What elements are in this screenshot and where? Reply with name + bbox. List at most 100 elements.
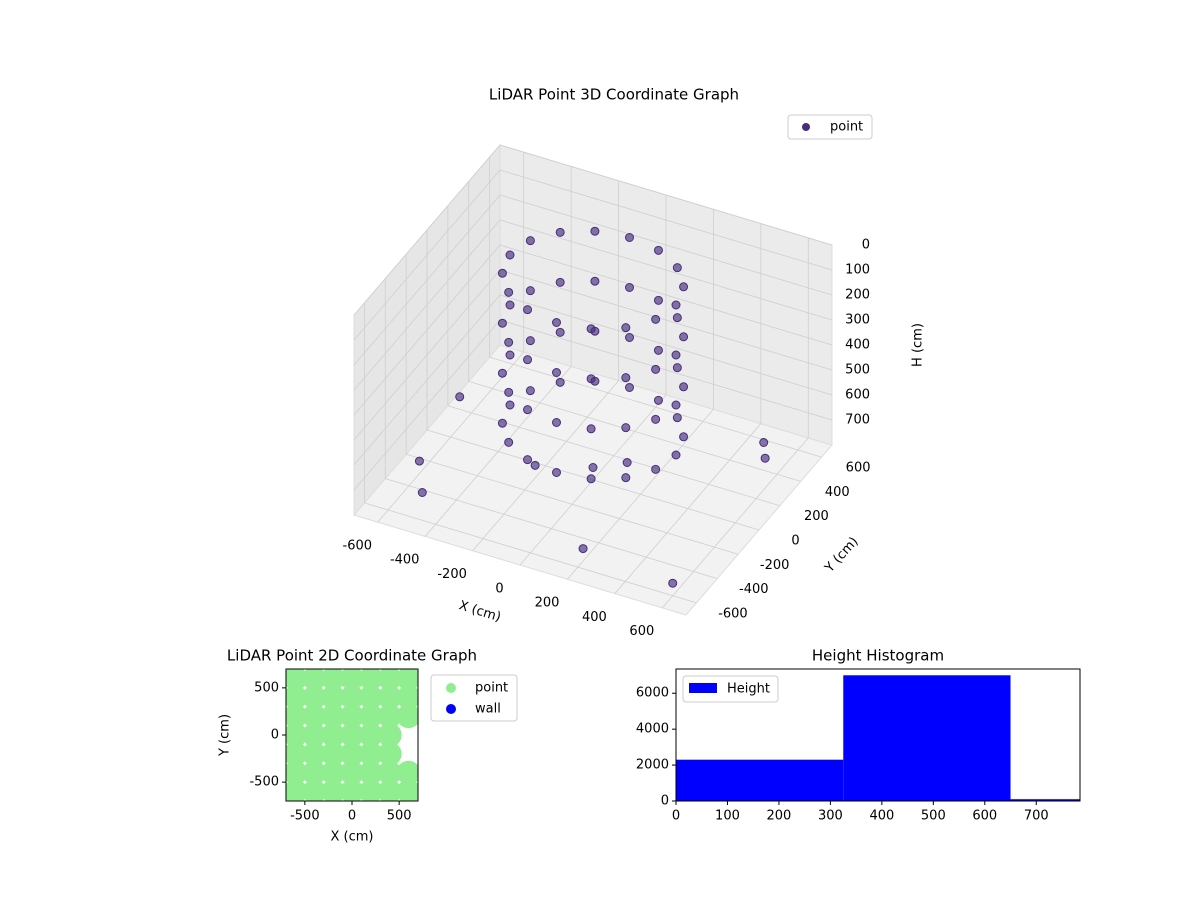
- plot-histogram: Height 0 100 200 300 400 500 600 700 0 2000 4000 600…: [636, 668, 1081, 824]
- point: [588, 463, 598, 472]
- legend-box: [682, 675, 779, 703]
- point: [590, 276, 600, 286]
- point: [340, 741, 364, 766]
- point: [621, 423, 631, 433]
- point: [679, 282, 689, 292]
- bar: [1010, 799, 1080, 801]
- point: [497, 318, 507, 328]
- point: [321, 760, 346, 785]
- point: [625, 333, 634, 342]
- y-tick-label: 4000: [636, 722, 669, 737]
- z-tick-label: 400: [845, 338, 870, 353]
- point: [552, 468, 561, 477]
- point: [302, 704, 327, 729]
- point: [302, 685, 327, 710]
- legend-label: point: [830, 120, 863, 135]
- point: [525, 236, 535, 246]
- point: [321, 779, 346, 801]
- points: [286, 669, 418, 801]
- point: [621, 373, 631, 383]
- chart-title: LiDAR Point 3D Coordinate Graph: [489, 86, 739, 104]
- legend-marker: [446, 683, 456, 693]
- x-tick-label: 200: [535, 596, 560, 611]
- point: [377, 779, 402, 801]
- point: [340, 723, 364, 747]
- point: [497, 368, 507, 378]
- point: [396, 685, 418, 710]
- y-axis-label: Y (cm): [822, 534, 862, 576]
- point: [671, 450, 681, 460]
- point: [625, 233, 634, 242]
- point: [590, 326, 600, 336]
- point: [504, 387, 514, 397]
- plot-3d: -600-400-2000200400600-600-400-200020040…: [343, 114, 926, 639]
- grid-line: [385, 478, 718, 579]
- bars: [676, 675, 1080, 801]
- point: [523, 305, 533, 315]
- point: [651, 464, 661, 474]
- point: [358, 741, 383, 766]
- point: [621, 473, 631, 483]
- x-tick-label: 600: [629, 624, 654, 639]
- grid-line: [499, 269, 833, 371]
- point: [396, 704, 418, 729]
- point: [679, 432, 689, 442]
- y-axis-label: Y (cm): [218, 714, 233, 757]
- y-tick-label: 0: [271, 728, 279, 743]
- point: [286, 669, 308, 691]
- grid-line: [353, 319, 501, 491]
- point: [523, 355, 533, 365]
- grid-line: [499, 144, 833, 246]
- x-tick-label: 600: [972, 809, 997, 824]
- legend-marker: [802, 123, 810, 131]
- point: [286, 704, 308, 729]
- z-tick-label: 500: [845, 363, 870, 378]
- point: [679, 382, 689, 392]
- point: [497, 418, 507, 428]
- point: [321, 669, 346, 691]
- point: [590, 376, 600, 386]
- point: [625, 283, 634, 292]
- point: [668, 578, 678, 588]
- point: [552, 368, 561, 377]
- y-tick-label: 6000: [636, 686, 669, 701]
- point: [358, 704, 383, 729]
- point: [377, 741, 402, 766]
- legend-label: Height: [727, 682, 770, 697]
- point: [321, 685, 346, 710]
- point: [377, 685, 402, 710]
- point: [523, 405, 533, 415]
- point: [530, 460, 540, 470]
- point: [286, 723, 308, 747]
- point: [358, 779, 383, 801]
- grid-line: [499, 194, 833, 296]
- point: [525, 386, 535, 396]
- grid-line: [364, 502, 697, 604]
- z-tick-label: 300: [845, 313, 870, 328]
- point: [340, 760, 364, 785]
- point: [286, 760, 308, 785]
- y-tick-label: 0: [791, 534, 799, 549]
- x-tick-label: 500: [921, 809, 946, 824]
- point: [358, 669, 383, 691]
- point: [302, 669, 327, 691]
- point: [552, 318, 561, 327]
- z-tick-label: 700: [845, 413, 870, 428]
- point: [651, 414, 661, 424]
- point: [671, 400, 681, 410]
- x-tick-label: -400: [390, 553, 420, 568]
- point: [672, 413, 682, 423]
- legend-label: point: [475, 681, 508, 696]
- legend-box: [430, 674, 518, 722]
- z-tick-label: 100: [845, 263, 870, 278]
- point: [396, 779, 418, 801]
- point: [505, 300, 515, 310]
- point: [377, 704, 402, 729]
- point: [504, 287, 514, 297]
- point: [653, 395, 663, 405]
- y-tick-label: -400: [739, 582, 769, 597]
- y-tick-label: 2000: [636, 758, 669, 773]
- grid-line: [353, 294, 501, 466]
- y-tick-label: -500: [249, 775, 279, 790]
- grid-line: [499, 219, 833, 321]
